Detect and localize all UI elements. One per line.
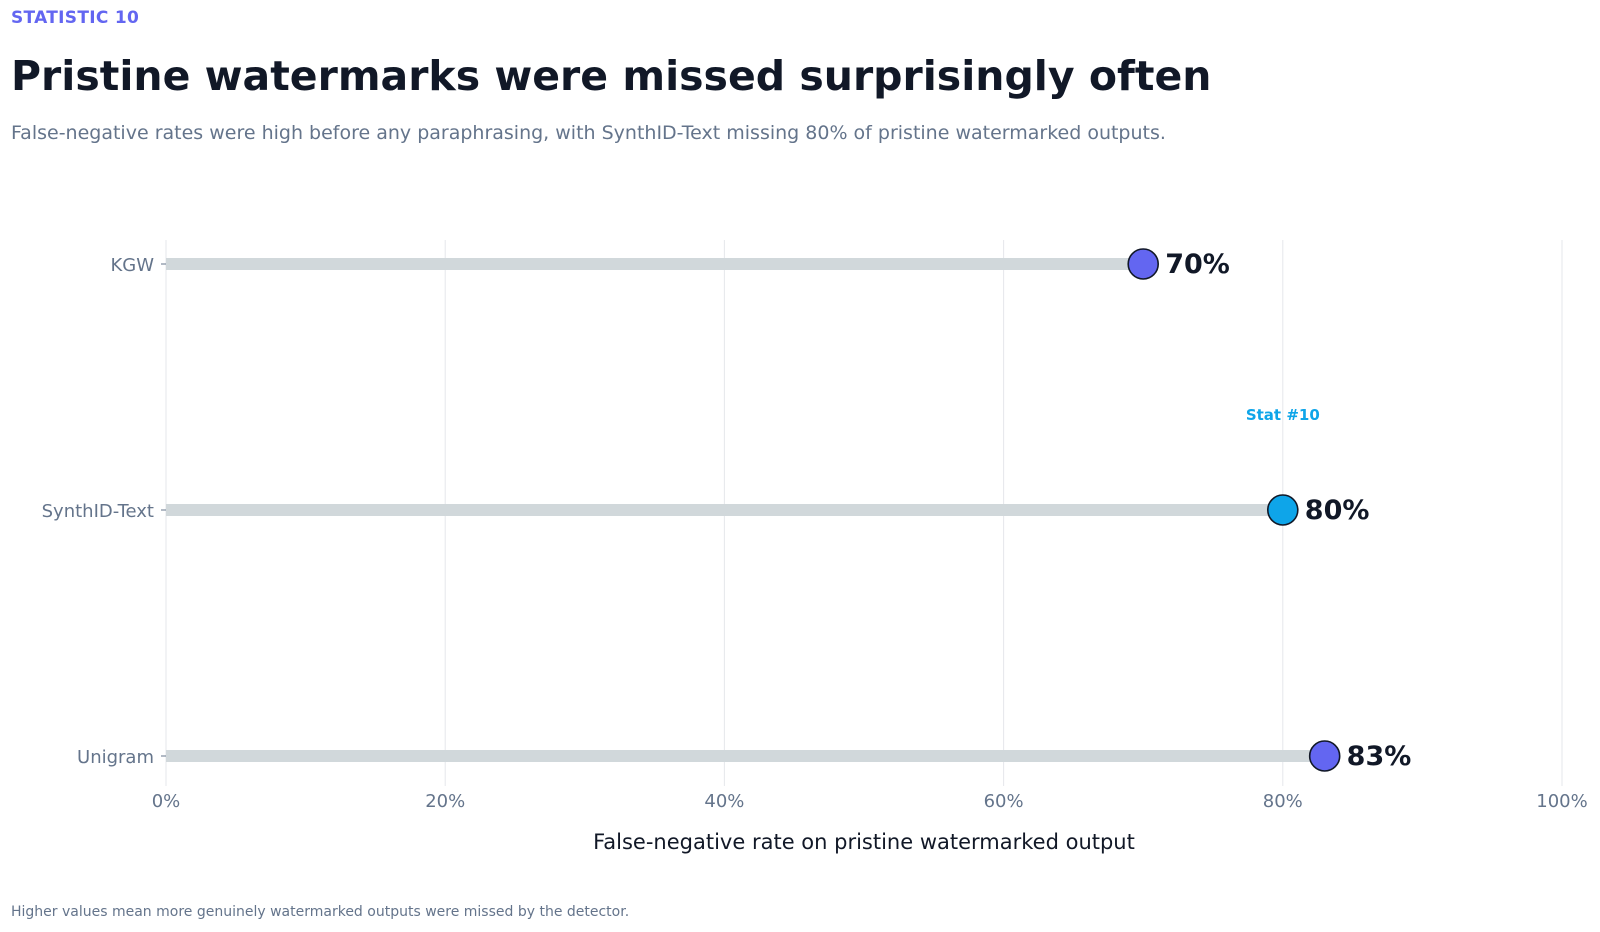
category-label: SynthID-Text [42,501,154,522]
page-title: Pristine watermarks were missed surprisi… [11,52,1212,100]
statistic-eyebrow: STATISTIC 10 [11,8,140,28]
footnote: Higher values mean more genuinely waterm… [11,904,630,920]
category-label: Unigram [77,747,154,768]
x-tick-label: 80% [1263,791,1303,812]
x-tick-label: 0% [152,791,181,812]
x-tick-label: 40% [704,791,744,812]
lollipop-dot [1308,740,1341,772]
value-label: 80% [1305,495,1370,526]
page-subtitle: False-negative rates were high before an… [11,122,1166,144]
highlight-annotation: Stat #10 [1246,406,1320,424]
x-tick-label: 100% [1536,791,1587,812]
x-tick-label: 60% [984,791,1024,812]
category-label: KGW [110,255,154,276]
value-label: 70% [1165,249,1230,280]
lollipop-dot [1267,494,1299,526]
lollipop-dot [1127,248,1159,280]
x-tick-label: 20% [425,791,465,812]
value-label: 83% [1347,741,1412,772]
x-axis-label: False-negative rate on pristine watermar… [593,830,1135,854]
